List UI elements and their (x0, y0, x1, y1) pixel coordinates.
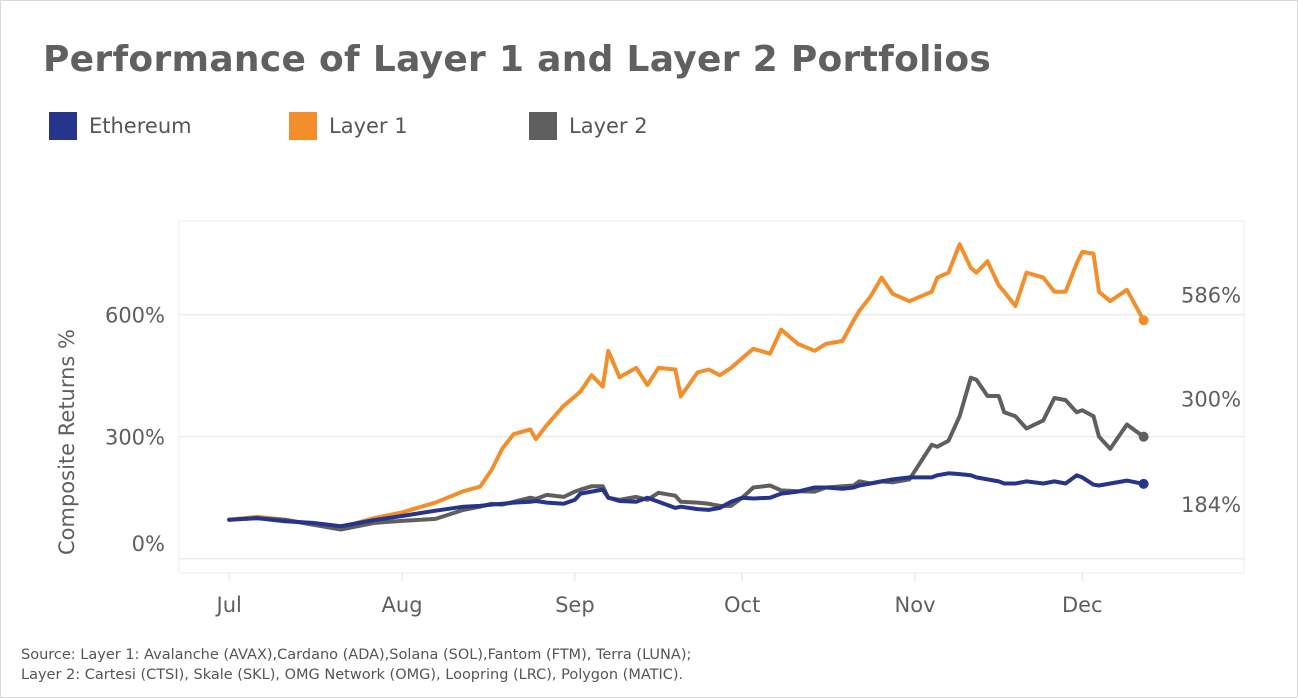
series-line-layer-1 (227, 242, 1146, 530)
end-label: 300% (1181, 388, 1241, 412)
series-line-ethereum (227, 471, 1146, 529)
legend-label: Layer 2 (569, 114, 648, 138)
end-point-layer-2 (1138, 431, 1149, 442)
x-tick-label: Dec (1062, 593, 1103, 617)
legend-swatch-ethereum (49, 112, 77, 140)
legend-swatch-layer-1 (289, 112, 317, 140)
legend-item-layer-2[interactable]: Layer 2 (529, 112, 648, 140)
y-tick-label: 0% (132, 532, 165, 556)
chart-title: Performance of Layer 1 and Layer 2 Portf… (43, 39, 992, 80)
y-tick-label: 300% (105, 426, 165, 450)
x-tick-label: Nov (895, 593, 936, 617)
y-tick-label: 600% (105, 304, 165, 328)
x-tick-label: Jul (215, 593, 242, 617)
legend-label: Ethereum (89, 114, 192, 138)
legend-swatch-layer-2 (529, 112, 557, 140)
x-tick-label: Oct (724, 593, 760, 617)
end-point-layer-1 (1138, 315, 1149, 326)
legend-item-ethereum[interactable]: Ethereum (49, 112, 192, 140)
x-tick-label: Aug (382, 593, 423, 617)
source-line-1: Source: Layer 1: Avalanche (AVAX),Cardan… (21, 647, 692, 663)
source-note: Source: Layer 1: Avalanche (AVAX),Cardan… (21, 645, 691, 685)
end-label: 184% (1181, 493, 1241, 517)
plot-area (178, 220, 1245, 574)
end-point-ethereum (1138, 478, 1149, 489)
x-tick-label: Sep (555, 593, 595, 617)
source-line-2: Layer 2: Cartesi (CTSI), Skale (SKL), OM… (21, 667, 684, 683)
end-label: 586% (1181, 283, 1241, 307)
legend-item-layer-1[interactable]: Layer 1 (289, 112, 408, 140)
y-axis-label: Composite Returns % (55, 329, 79, 555)
legend-label: Layer 1 (329, 114, 408, 138)
